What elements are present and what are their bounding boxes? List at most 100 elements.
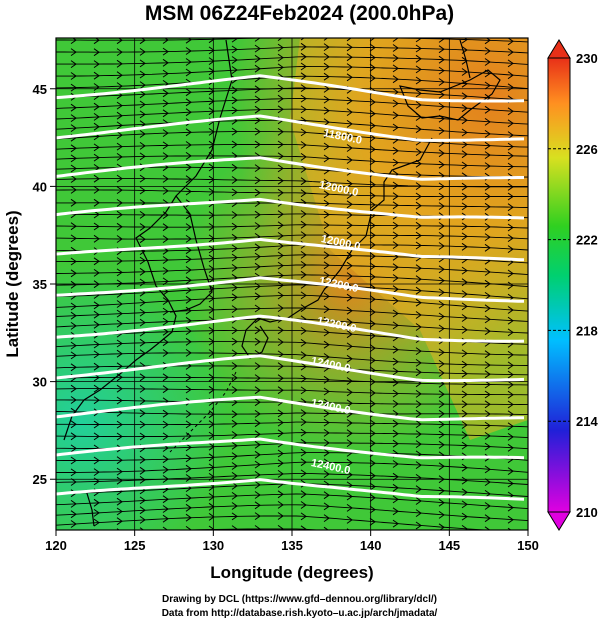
wind-arrow: [507, 316, 514, 325]
wind-arrow: [254, 525, 261, 530]
wind-arrow: [185, 443, 192, 452]
wind-arrow: [139, 256, 146, 265]
wind-arrow: [162, 58, 169, 67]
wind-arrow: [346, 108, 353, 117]
wind-arrow: [139, 152, 146, 161]
wind-arrow: [277, 350, 284, 359]
wind-arrow: [323, 418, 330, 427]
wind-arrow: [300, 72, 307, 81]
wind-arrow: [392, 64, 399, 73]
wind-arrow: [484, 465, 491, 474]
wind-arrow: [438, 359, 445, 368]
wind-arrow: [300, 458, 307, 467]
wind-arrow: [162, 69, 169, 78]
wind-arrow: [415, 298, 422, 307]
wind-arrow: [346, 261, 353, 270]
wind-arrow: [507, 203, 514, 212]
wind-arrow: [162, 297, 169, 306]
wind-arrow: [346, 63, 353, 72]
wind-arrow: [208, 254, 215, 263]
streamline: [169, 528, 325, 530]
wind-arrow: [346, 429, 353, 438]
streamline: [56, 472, 528, 485]
streamline: [56, 108, 528, 125]
wind-arrow: [323, 231, 330, 240]
x-tick-label: 140: [360, 538, 382, 553]
wind-arrow: [185, 163, 192, 172]
wind-arrow: [162, 349, 169, 357]
wind-arrow: [208, 337, 215, 346]
y-axis-ticks: 25 30 35 40 45: [33, 82, 56, 487]
y-axis-label: Latitude (degrees): [3, 210, 22, 357]
wind-arrow: [116, 309, 123, 318]
wind-arrow: [415, 44, 422, 53]
wind-arrow: [93, 234, 100, 243]
wind-arrow: [162, 409, 169, 418]
wind-arrow: [415, 521, 422, 530]
wind-arrow: [70, 185, 77, 194]
wind-arrow: [369, 399, 376, 408]
wind-arrow: [70, 198, 77, 207]
wind-arrow: [70, 38, 77, 45]
wind-arrow: [323, 526, 329, 530]
wind-arrow: [346, 96, 353, 105]
wind-arrow: [369, 389, 376, 397]
streamline: [56, 432, 528, 439]
wind-arrow: [461, 161, 468, 170]
wind-arrow: [70, 396, 77, 404]
wind-arrow: [507, 48, 514, 57]
wind-arrow: [116, 131, 123, 140]
wind-arrow: [369, 505, 376, 514]
wind-arrow: [300, 189, 307, 198]
wind-arrow: [323, 387, 330, 396]
wind-arrow: [484, 222, 491, 231]
wind-arrow: [369, 471, 376, 480]
wind-arrow: [231, 176, 238, 184]
wind-arrow: [116, 456, 123, 465]
y-tick-label: 25: [33, 472, 47, 487]
wind-arrow: [392, 321, 399, 330]
wind-arrow: [415, 125, 422, 134]
height-contour: [56, 437, 525, 460]
wind-arrow: [507, 83, 514, 92]
wind-arrow: [70, 444, 77, 453]
wind-arrow: [254, 282, 261, 291]
height-contours: [56, 74, 525, 501]
wind-arrow: [300, 270, 307, 279]
wind-arrow: [415, 231, 422, 240]
wind-arrow: [277, 409, 284, 418]
wind-arrow: [162, 256, 169, 264]
wind-arrow: [185, 38, 192, 44]
wind-arrow: [116, 507, 123, 516]
wind-arrow: [300, 351, 307, 360]
wind-arrow: [369, 344, 376, 353]
wind-arrow: [162, 432, 169, 441]
wind-arrow: [277, 374, 284, 383]
wind-arrow: [484, 192, 491, 201]
wind-arrow: [369, 38, 376, 42]
wind-arrow: [208, 38, 215, 44]
wind-arrow: [415, 440, 422, 449]
wind-arrow: [93, 320, 100, 329]
wind-arrow: [369, 262, 376, 271]
wind-arrow: [208, 294, 215, 303]
wind-arrow: [369, 308, 376, 317]
wind-arrow: [93, 498, 100, 507]
wind-arrow: [254, 501, 261, 510]
wind-arrow: [438, 324, 445, 333]
wind-arrow: [231, 45, 238, 54]
wind-arrow: [415, 509, 422, 518]
wind-arrow: [231, 127, 238, 136]
wind-arrow: [461, 278, 468, 287]
wind-arrow: [93, 396, 100, 405]
wind-arrow: [300, 42, 307, 51]
x-axis-label: Longitude (degrees): [210, 563, 373, 582]
wind-arrow: [415, 368, 422, 377]
wind-arrow: [185, 327, 192, 336]
wind-arrow: [461, 290, 468, 299]
colorbar-gradient: [547, 57, 571, 513]
wind-arrow: [507, 350, 514, 359]
wind-arrow: [323, 221, 330, 230]
wind-arrow: [323, 84, 330, 93]
wind-arrow: [392, 241, 399, 250]
